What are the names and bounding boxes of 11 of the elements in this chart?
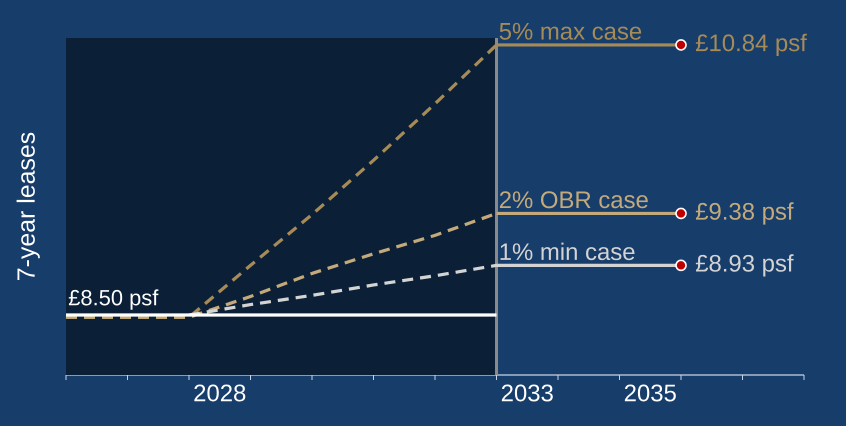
x-tick-label: 2028	[194, 384, 246, 402]
x-tick-label: 2035	[624, 384, 676, 402]
x-tick-label: 2033	[502, 384, 553, 402]
data-label: £10.84 psf	[696, 34, 807, 56]
series-label: 2% OBR case	[500, 191, 648, 208]
series-label: £8.50 psf	[68, 289, 158, 310]
data-label: £9.38 psf	[696, 202, 794, 225]
y-axis-title: 7-year leases	[16, 132, 40, 280]
data-label: £8.93 psf	[696, 254, 794, 276]
series-label: 1% min case	[500, 242, 634, 260]
series-label: 5% max case	[500, 22, 642, 40]
